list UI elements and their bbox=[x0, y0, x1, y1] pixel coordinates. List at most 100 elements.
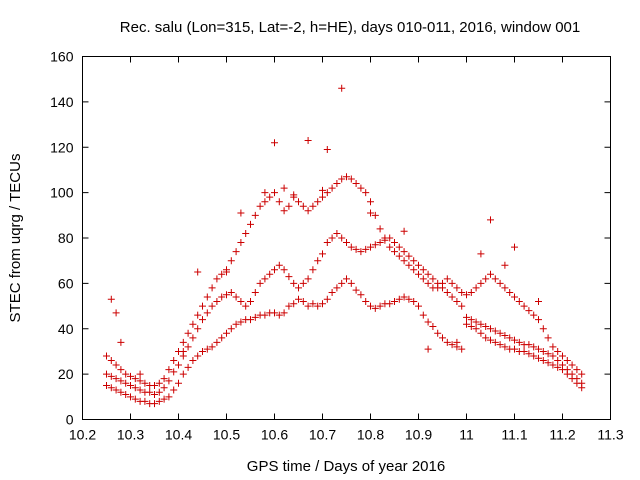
data-point bbox=[208, 284, 216, 292]
data-point bbox=[127, 381, 134, 389]
data-point bbox=[266, 193, 274, 201]
data-point bbox=[146, 388, 154, 396]
x-tick-label: 10.6 bbox=[261, 427, 288, 443]
data-point bbox=[400, 248, 408, 256]
data-point bbox=[352, 180, 360, 188]
data-point bbox=[151, 391, 158, 399]
x-tick-label: 11 bbox=[459, 427, 474, 443]
data-point bbox=[520, 302, 528, 310]
data-point bbox=[304, 207, 312, 215]
data-point bbox=[434, 284, 442, 292]
data-point bbox=[448, 341, 456, 349]
data-point bbox=[453, 338, 461, 346]
data-point bbox=[511, 336, 518, 344]
data-point bbox=[323, 146, 331, 154]
data-point bbox=[386, 300, 394, 308]
chart-title: Rec. salu (Lon=315, Lat=-2, h=HE), days … bbox=[120, 19, 580, 36]
data-point bbox=[477, 320, 485, 328]
data-point bbox=[189, 334, 197, 342]
data-point bbox=[467, 316, 475, 324]
data-point bbox=[299, 298, 307, 306]
data-point bbox=[232, 293, 240, 301]
data-point bbox=[227, 325, 235, 333]
data-point bbox=[319, 250, 326, 258]
data-point bbox=[155, 397, 163, 405]
data-point bbox=[237, 209, 245, 217]
x-tick-label: 10.7 bbox=[309, 427, 336, 443]
data-point bbox=[535, 316, 542, 324]
data-point bbox=[386, 243, 394, 251]
data-point bbox=[439, 279, 446, 287]
data-point bbox=[112, 309, 120, 317]
data-point bbox=[290, 279, 298, 287]
data-point bbox=[280, 266, 288, 274]
data-point bbox=[251, 288, 259, 296]
data-point bbox=[112, 361, 120, 369]
data-point bbox=[131, 395, 139, 403]
data-point bbox=[515, 298, 523, 306]
data-point bbox=[515, 338, 523, 346]
data-point bbox=[117, 388, 125, 396]
data-point bbox=[237, 318, 245, 326]
data-point bbox=[127, 393, 134, 401]
data-point bbox=[338, 175, 346, 183]
data-point bbox=[184, 363, 192, 371]
data-point bbox=[170, 357, 178, 365]
data-point bbox=[352, 286, 360, 294]
data-point bbox=[280, 309, 288, 317]
data-point bbox=[314, 257, 322, 265]
data-point bbox=[530, 343, 538, 351]
data-point bbox=[496, 341, 504, 349]
data-point bbox=[275, 198, 283, 206]
data-point bbox=[343, 239, 350, 247]
data-point bbox=[184, 343, 192, 351]
data-point bbox=[525, 307, 533, 315]
data-point bbox=[199, 302, 206, 310]
data-point bbox=[491, 327, 499, 335]
data-point bbox=[299, 279, 307, 287]
data-point bbox=[506, 334, 514, 342]
data-point bbox=[136, 377, 144, 385]
data-point bbox=[266, 270, 274, 278]
data-point bbox=[487, 270, 494, 278]
data-point bbox=[328, 234, 336, 242]
data-point bbox=[367, 209, 374, 217]
data-point bbox=[103, 381, 110, 389]
data-point bbox=[179, 370, 187, 378]
data-point bbox=[122, 379, 130, 387]
data-point bbox=[141, 397, 149, 405]
data-point bbox=[376, 225, 384, 233]
y-axis-label: STEC from uqrg / TECUs bbox=[7, 154, 24, 323]
data-point bbox=[285, 202, 293, 210]
data-point bbox=[227, 288, 235, 296]
data-point bbox=[323, 239, 331, 247]
data-point bbox=[477, 279, 485, 287]
data-point bbox=[314, 302, 322, 310]
data-point bbox=[103, 370, 110, 378]
data-point bbox=[275, 261, 283, 269]
data-point bbox=[338, 234, 346, 242]
data-point bbox=[448, 279, 456, 287]
data-point bbox=[467, 288, 475, 296]
data-point bbox=[299, 202, 307, 210]
data-point bbox=[285, 273, 293, 281]
data-point bbox=[491, 275, 499, 283]
data-point bbox=[280, 184, 288, 192]
y-tick-label: 100 bbox=[50, 185, 74, 201]
data-point bbox=[367, 198, 374, 206]
data-point bbox=[501, 343, 509, 351]
data-point bbox=[314, 198, 322, 206]
data-point bbox=[453, 298, 461, 306]
data-point bbox=[333, 180, 341, 188]
data-point bbox=[160, 375, 168, 383]
data-point bbox=[271, 309, 278, 317]
x-tick-label: 10.8 bbox=[357, 427, 384, 443]
data-point bbox=[319, 193, 326, 201]
data-point bbox=[280, 207, 288, 215]
data-point bbox=[261, 311, 269, 319]
data-point bbox=[554, 357, 562, 365]
data-point bbox=[472, 284, 480, 292]
data-point bbox=[261, 275, 269, 283]
